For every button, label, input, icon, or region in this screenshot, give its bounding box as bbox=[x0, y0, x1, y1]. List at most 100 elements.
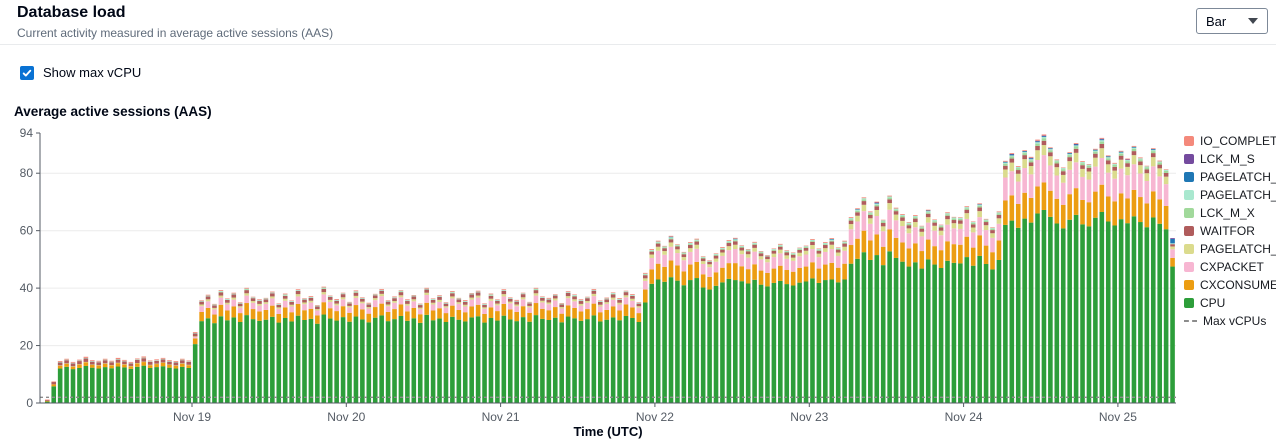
stacked-bar[interactable] bbox=[688, 242, 693, 403]
stacked-bar[interactable] bbox=[1060, 167, 1066, 403]
stacked-bar[interactable] bbox=[1099, 137, 1105, 403]
stacked-bar[interactable] bbox=[778, 243, 783, 403]
stacked-bar[interactable] bbox=[662, 245, 667, 403]
stacked-bar[interactable] bbox=[880, 219, 886, 403]
stacked-bar[interactable] bbox=[887, 195, 892, 403]
legend-item-cpu[interactable]: CPU bbox=[1184, 294, 1276, 312]
stacked-bar[interactable] bbox=[1163, 169, 1169, 403]
stacked-bar[interactable] bbox=[758, 251, 764, 403]
stacked-bar[interactable] bbox=[1041, 134, 1047, 403]
stacked-bar[interactable] bbox=[173, 361, 179, 403]
stacked-bar[interactable] bbox=[707, 260, 712, 403]
stacked-bar[interactable] bbox=[64, 358, 69, 403]
legend-item-max-vcpus[interactable]: Max vCPUs bbox=[1184, 312, 1276, 330]
show-max-vcpu-checkbox[interactable] bbox=[20, 65, 34, 80]
stacked-bar[interactable] bbox=[154, 359, 159, 403]
stacked-bar[interactable] bbox=[237, 302, 243, 403]
legend-item-cxpacket[interactable]: CXPACKET bbox=[1184, 258, 1276, 276]
stacked-bar[interactable] bbox=[347, 301, 352, 403]
legend-item-waitfor[interactable]: WAITFOR bbox=[1184, 222, 1276, 240]
stacked-bar[interactable] bbox=[1112, 162, 1117, 403]
stacked-bar[interactable] bbox=[115, 357, 121, 403]
stacked-bar[interactable] bbox=[848, 217, 854, 403]
stacked-bar[interactable] bbox=[495, 299, 500, 403]
stacked-bar[interactable] bbox=[823, 242, 828, 403]
stacked-bar[interactable] bbox=[405, 299, 410, 403]
stacked-bar[interactable] bbox=[578, 299, 584, 403]
stacked-bar[interactable] bbox=[1170, 238, 1175, 403]
stacked-bar[interactable] bbox=[906, 222, 912, 403]
stacked-bar[interactable] bbox=[501, 289, 507, 403]
stacked-bar[interactable] bbox=[990, 227, 995, 403]
stacked-bar[interactable] bbox=[726, 240, 732, 403]
stacked-bar[interactable] bbox=[1150, 148, 1156, 403]
stacked-bar[interactable] bbox=[186, 360, 192, 403]
stacked-bar[interactable] bbox=[1073, 143, 1079, 403]
stacked-bar[interactable] bbox=[996, 211, 1002, 403]
stacked-bar[interactable] bbox=[842, 240, 847, 403]
stacked-bar[interactable] bbox=[630, 294, 635, 403]
stacked-bar[interactable] bbox=[1144, 165, 1150, 403]
stacked-bar[interactable] bbox=[951, 216, 957, 403]
stacked-bar[interactable] bbox=[610, 292, 616, 403]
stacked-bar[interactable] bbox=[231, 292, 237, 403]
stacked-bar[interactable] bbox=[417, 303, 423, 403]
stacked-bar[interactable] bbox=[327, 295, 333, 403]
stacked-bar[interactable] bbox=[977, 203, 982, 403]
stacked-bar[interactable] bbox=[340, 292, 346, 403]
stacked-bar[interactable] bbox=[636, 302, 642, 403]
stacked-bar[interactable] bbox=[430, 298, 436, 403]
stacked-bar[interactable] bbox=[109, 360, 114, 403]
stacked-bar[interactable] bbox=[482, 303, 487, 403]
stacked-bar[interactable] bbox=[1080, 161, 1085, 403]
stacked-bar[interactable] bbox=[527, 301, 532, 403]
legend-item-lck-m-s[interactable]: LCK_M_S bbox=[1184, 150, 1276, 168]
stacked-bar[interactable] bbox=[456, 297, 462, 403]
stacked-bar[interactable] bbox=[218, 290, 224, 403]
stacked-bar[interactable] bbox=[437, 295, 442, 403]
stacked-bar[interactable] bbox=[90, 360, 95, 403]
stacked-bar[interactable] bbox=[835, 247, 841, 403]
stacked-bar[interactable] bbox=[424, 287, 429, 403]
stacked-bar[interactable] bbox=[289, 300, 294, 403]
stacked-bar[interactable] bbox=[829, 238, 835, 403]
stacked-bar[interactable] bbox=[675, 244, 680, 403]
stacked-bar[interactable] bbox=[244, 287, 249, 403]
stacked-bar[interactable] bbox=[694, 238, 700, 403]
stacked-bar[interactable] bbox=[308, 296, 314, 403]
chart-type-select[interactable]: Bar bbox=[1196, 8, 1268, 34]
stacked-bar[interactable] bbox=[385, 300, 391, 403]
stacked-bar[interactable] bbox=[372, 293, 378, 403]
stacked-bar[interactable] bbox=[893, 207, 899, 403]
stacked-bar[interactable] bbox=[1125, 158, 1130, 403]
stacked-bar[interactable] bbox=[514, 299, 519, 403]
stacked-bar[interactable] bbox=[790, 252, 796, 403]
stacked-bar[interactable] bbox=[462, 300, 468, 403]
stacked-bar[interactable] bbox=[77, 359, 82, 403]
stacked-bar[interactable] bbox=[868, 211, 873, 403]
stacked-bar[interactable] bbox=[1048, 147, 1053, 403]
stacked-bar[interactable] bbox=[938, 224, 944, 403]
stacked-bar[interactable] bbox=[321, 286, 327, 403]
stacked-bar[interactable] bbox=[1015, 166, 1021, 403]
stacked-bar[interactable] bbox=[1054, 159, 1060, 403]
stacked-bar[interactable] bbox=[250, 296, 256, 403]
stacked-bar[interactable] bbox=[552, 294, 558, 403]
stacked-bar[interactable] bbox=[411, 295, 417, 403]
stacked-bar[interactable] bbox=[585, 296, 590, 403]
stacked-bar[interactable] bbox=[958, 217, 963, 403]
stacked-bar[interactable] bbox=[45, 399, 50, 403]
stacked-bar[interactable] bbox=[147, 360, 153, 403]
stacked-bar[interactable] bbox=[520, 292, 526, 403]
stacked-bar[interactable] bbox=[83, 356, 89, 403]
stacked-bar[interactable] bbox=[282, 293, 288, 403]
stacked-bar[interactable] bbox=[57, 361, 63, 403]
stacked-bar[interactable] bbox=[874, 201, 880, 403]
stacked-bar[interactable] bbox=[122, 359, 127, 403]
stacked-bar[interactable] bbox=[623, 290, 629, 403]
stacked-bar[interactable] bbox=[655, 240, 661, 403]
stacked-bar[interactable] bbox=[559, 303, 564, 403]
stacked-bar[interactable] bbox=[475, 290, 481, 403]
stacked-bar[interactable] bbox=[720, 247, 725, 403]
stacked-bar[interactable] bbox=[983, 218, 989, 403]
